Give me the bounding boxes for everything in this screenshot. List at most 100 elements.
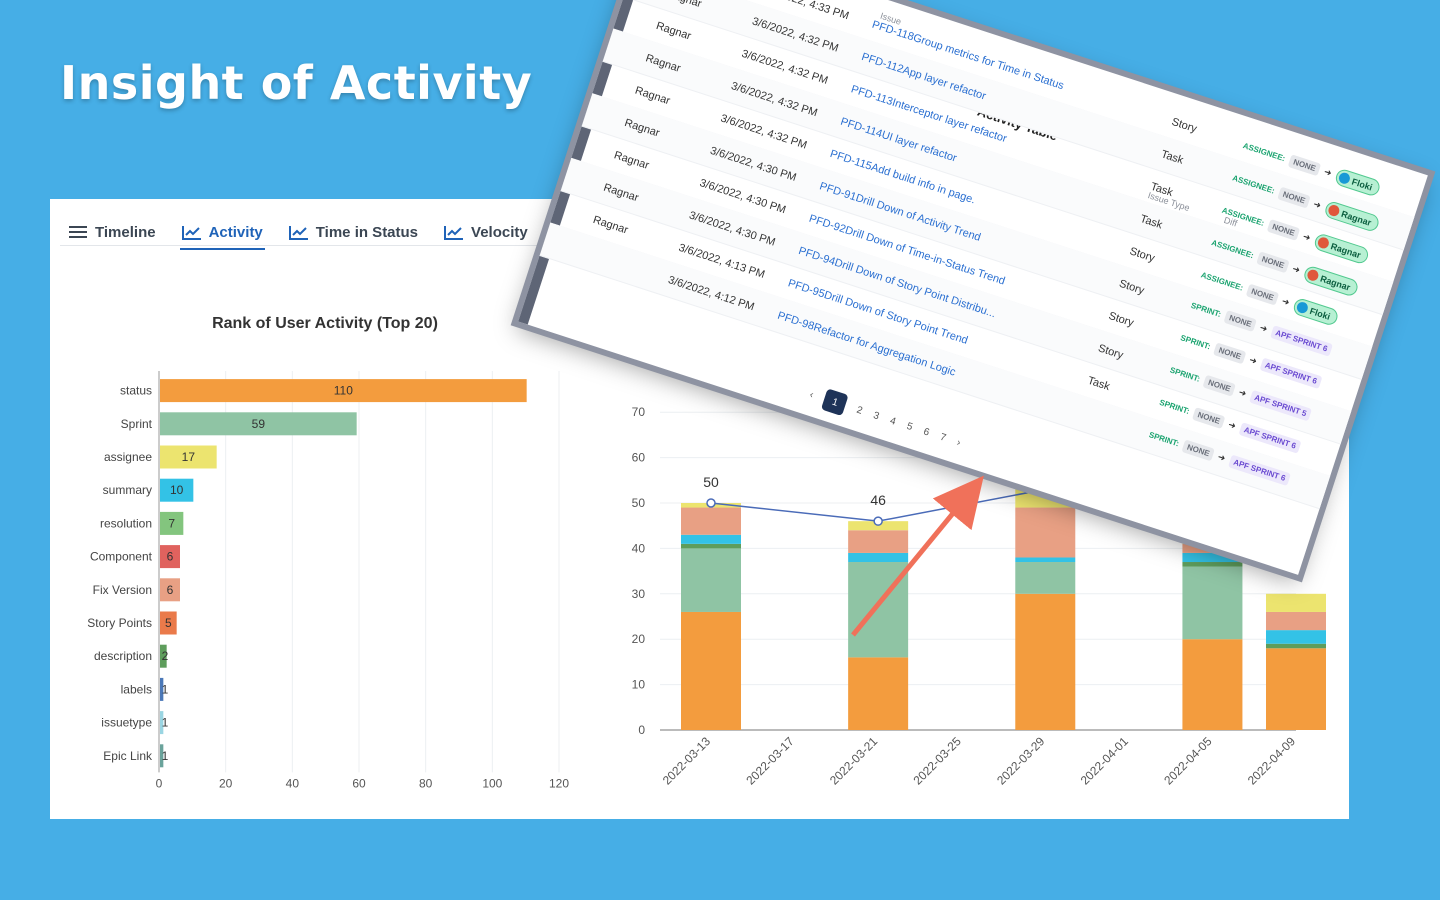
stacked-bar-segment[interactable] — [1015, 593, 1076, 730]
page-button[interactable]: 3 — [871, 409, 881, 422]
stacked-bar-segment[interactable] — [848, 657, 909, 730]
diff-field: ASSIGNEE: — [1231, 173, 1276, 196]
stacked-bar-segment[interactable] — [1015, 562, 1076, 594]
y-tick-label: 20 — [632, 632, 646, 646]
tab-timeline[interactable]: Timeline — [66, 217, 158, 247]
bar-value-label: 6 — [167, 583, 174, 597]
stacked-bar-segment[interactable] — [1182, 562, 1243, 567]
stacked-bar-segment[interactable] — [1015, 507, 1076, 558]
bar[interactable] — [160, 744, 164, 768]
y-tick-label: 10 — [632, 678, 646, 692]
bar[interactable] — [160, 412, 357, 436]
page-button[interactable]: 5 — [905, 420, 915, 433]
bar[interactable] — [160, 611, 177, 635]
stacked-bar-segment[interactable] — [1266, 648, 1326, 730]
bar[interactable] — [160, 578, 180, 602]
report-tabs: Timeline Activity Time in Status Velocit… — [66, 217, 530, 250]
stacked-bar-segment[interactable] — [1182, 639, 1243, 730]
y-tick-label: assignee — [104, 450, 152, 464]
stacked-bar-segment[interactable] — [1015, 557, 1076, 563]
issue-type-cell: Story — [1128, 245, 1157, 265]
bar-value-label: 10 — [170, 483, 184, 497]
stacked-bar-segment[interactable] — [681, 507, 741, 535]
page-button[interactable]: 2 — [855, 404, 864, 417]
stacked-bar-segment[interactable] — [1182, 566, 1243, 640]
page-button[interactable]: 4 — [888, 415, 898, 428]
bar-value-label: 1 — [162, 749, 169, 763]
diff-from: NONE — [1266, 218, 1301, 241]
tab-time-in-status[interactable]: Time in Status — [287, 217, 420, 247]
x-tick-label: 2022-04-01 — [1078, 734, 1132, 788]
arrow-right-icon: ➜ — [1258, 322, 1269, 335]
next-page-button[interactable]: › — [955, 436, 963, 449]
stacked-bar-segment[interactable] — [1266, 611, 1326, 631]
stacked-bar-segment[interactable] — [848, 562, 909, 658]
rank-chart-title: Rank of User Activity (Top 20) — [212, 315, 438, 332]
page-button[interactable]: 6 — [922, 425, 931, 439]
y-tick-label: Story Points — [87, 616, 152, 630]
bar[interactable] — [160, 445, 217, 469]
avatar — [1326, 203, 1341, 218]
issue-type-cell: Task — [1086, 374, 1112, 394]
stacked-bar-segment[interactable] — [681, 543, 741, 549]
arrow-right-icon: ➜ — [1301, 231, 1312, 243]
line-value-label: 50 — [703, 474, 719, 490]
arrow-right-icon: ➜ — [1322, 166, 1333, 179]
x-tick-label: 100 — [482, 776, 502, 790]
user-name: Ragnar — [1329, 240, 1363, 260]
stacked-bar-segment[interactable] — [1182, 552, 1243, 563]
bar[interactable] — [160, 711, 164, 735]
stacked-bar-segment[interactable] — [1266, 643, 1326, 649]
diff-field: SPRINT: — [1147, 430, 1181, 449]
x-tick-label: 2022-03-21 — [827, 734, 881, 788]
diff-field: SPRINT: — [1179, 333, 1212, 352]
diff-from: NONE — [1202, 374, 1237, 397]
tab-label: Timeline — [95, 223, 156, 241]
y-tick-label: issuetype — [101, 716, 152, 730]
y-tick-label: 0 — [638, 723, 645, 737]
tab-activity[interactable]: Activity — [179, 217, 265, 250]
diff-field: ASSIGNEE: — [1241, 141, 1287, 164]
bar[interactable] — [160, 677, 164, 701]
page-button[interactable]: 1 — [821, 388, 849, 417]
stacked-bar-segment[interactable] — [1266, 630, 1326, 644]
user-name: Floki — [1350, 176, 1374, 193]
y-tick-label: 60 — [632, 451, 646, 465]
issue-type-cell: Story — [1117, 277, 1146, 298]
y-tick-label: resolution — [100, 516, 152, 530]
stacked-bar-segment[interactable] — [848, 552, 909, 563]
bar[interactable] — [160, 379, 527, 403]
diff-field: SPRINT: — [1189, 300, 1223, 320]
line-point[interactable] — [873, 516, 883, 526]
author-cell: Ragnar — [633, 84, 672, 108]
bar-value-label: 1 — [162, 682, 169, 696]
issue-type-cell: Story — [1170, 115, 1199, 136]
line-point[interactable] — [706, 498, 716, 508]
arrow-right-icon: ➜ — [1248, 354, 1259, 367]
bar-value-label: 1 — [162, 716, 169, 730]
author-cell: Ragnar — [591, 213, 630, 237]
bar[interactable] — [160, 511, 184, 535]
stacked-bar-segment[interactable] — [681, 534, 741, 544]
tab-velocity[interactable]: Velocity — [442, 217, 530, 247]
stacked-bar-segment[interactable] — [1182, 543, 1243, 553]
x-tick-label: 20 — [219, 776, 233, 790]
stacked-bar-segment[interactable] — [1266, 593, 1326, 612]
bar-value-label: 2 — [162, 649, 169, 663]
stacked-bar-segment[interactable] — [681, 548, 741, 612]
y-tick-label: 40 — [632, 541, 646, 555]
page-button[interactable]: 7 — [938, 431, 948, 444]
bar[interactable] — [160, 545, 180, 569]
y-tick-label: 50 — [632, 496, 646, 510]
y-tick-label: Component — [90, 550, 153, 564]
x-tick-label: 0 — [156, 776, 163, 790]
issue-type-cell: Story — [1096, 342, 1125, 362]
stacked-bar-segment[interactable] — [681, 611, 741, 730]
bar[interactable] — [160, 478, 194, 502]
bar[interactable] — [160, 644, 167, 668]
line-chart-icon — [181, 226, 201, 240]
stacked-bar-segment[interactable] — [848, 530, 909, 553]
prev-page-button[interactable]: ‹ — [808, 388, 815, 401]
